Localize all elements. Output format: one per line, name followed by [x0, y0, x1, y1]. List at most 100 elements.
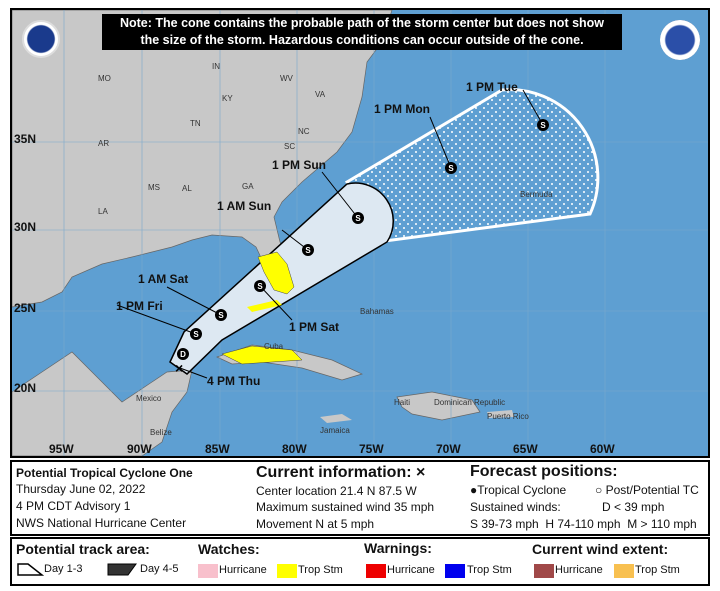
forecast-point-marker: [302, 244, 314, 256]
hurricane-wind-label: Hurricane: [555, 564, 603, 576]
filled-circle-icon: ●: [470, 483, 478, 497]
ts-wind-label: Trop Stm: [635, 564, 680, 576]
legend-post-tc: ○ Post/Potential TC: [595, 483, 699, 497]
lon-label: 70W: [436, 442, 461, 456]
legend-panel: Potential track area: Day 1-3 Day 4-5 Wa…: [10, 537, 710, 586]
hurricane-watch-swatch: [198, 564, 218, 578]
forecast-point-1-am-sat: S: [215, 309, 227, 321]
forecast-point-type: S: [448, 164, 454, 173]
forecast-point-marker: [190, 328, 202, 340]
place-label: LA: [98, 207, 108, 216]
forecast-point-label: 1 PM Sat: [289, 320, 340, 334]
info-panel: Potential Tropical Cyclone One Thursday …: [10, 460, 710, 536]
advisory-number: 4 PM CDT Advisory 1: [16, 499, 131, 513]
place-label: Mexico: [136, 394, 162, 403]
ts-watch-cuba: [221, 345, 303, 365]
lon-label: 85W: [205, 442, 230, 456]
place-label: SC: [284, 142, 296, 151]
warnings-title: Warnings:: [364, 540, 432, 556]
center-location: Center location 21.4 N 87.5 W: [256, 484, 417, 498]
forecast-point-marker: [445, 162, 457, 174]
forecast-point-4-pm-thu: ×: [175, 360, 183, 376]
place-label: NC: [298, 127, 310, 136]
day45-cone-icon: [107, 563, 137, 576]
lon-label: 60W: [590, 442, 615, 456]
place-label: Dominican Republic: [434, 398, 506, 407]
forecast-point-type: S: [355, 214, 361, 223]
day13-cone-icon: [17, 563, 44, 576]
forecast-point-label: 1 PM Mon: [374, 102, 430, 116]
lat-label: 25N: [14, 301, 37, 315]
forecast-title: Forecast positions:: [470, 463, 618, 480]
forecast-point-1-pm-tue: S: [537, 119, 549, 131]
ts-warning-swatch: [445, 564, 465, 578]
lon-label: 65W: [513, 442, 538, 456]
place-label: GA: [242, 182, 254, 191]
nws-logo: [660, 20, 700, 60]
current-position-x-icon: ×: [175, 360, 183, 376]
hurricane-warning-label: Hurricane: [387, 564, 435, 576]
note-line-1: Note: The cone contains the probable pat…: [119, 16, 605, 30]
tropical-cyclone-label: Tropical Cyclone: [477, 483, 567, 497]
place-label: Cuba: [264, 342, 284, 351]
place-label: Bermuda: [520, 190, 553, 199]
day13-label: Day 1-3: [44, 563, 83, 575]
forecast-point-type: S: [257, 282, 263, 291]
track-area-title: Potential track area:: [16, 541, 150, 557]
current-info-title: Current information: ×: [256, 464, 426, 481]
note-banner: Note: The cone contains the probable pat…: [102, 14, 622, 50]
lon-label: 80W: [282, 442, 307, 456]
forecast-point-marker: [254, 280, 266, 292]
lat-label: 30N: [14, 220, 37, 234]
note-line-2: the size of the storm. Hazardous conditi…: [140, 33, 584, 47]
category-shm: S 39-73 mph H 74-110 mph M > 110 mph: [470, 517, 697, 531]
lat-label: 20N: [14, 381, 37, 395]
post-tc-label: Post/Potential TC: [605, 483, 699, 497]
watches-title: Watches:: [198, 541, 260, 557]
jamaica-land: [320, 414, 352, 423]
open-circle-icon: ○: [595, 483, 606, 497]
forecast-point-label: 4 PM Thu: [207, 374, 261, 388]
forecast-point-marker: [215, 309, 227, 321]
place-label: WV: [280, 74, 293, 83]
advisory-date: Thursday June 02, 2022: [16, 482, 146, 496]
forecast-point-1-pm-sun: S: [352, 212, 364, 224]
lon-label: 75W: [359, 442, 384, 456]
hurricane-watch-label: Hurricane: [219, 564, 267, 576]
forecast-point-marker: [537, 119, 549, 131]
forecast-point-1-pm-fri: S: [190, 328, 202, 340]
legend-tropical-cyclone: ●Tropical Cyclone: [470, 483, 566, 497]
sustained-winds-label: Sustained winds:: [470, 500, 561, 514]
puerto-rico-land: [487, 410, 514, 418]
forecast-point-label: 1 PM Sun: [272, 158, 327, 172]
place-label: Puerto Rico: [487, 412, 529, 421]
lon-label: 95W: [49, 442, 74, 456]
place-label: TN: [190, 119, 201, 128]
forecast-point-1-am-sun: S: [302, 244, 314, 256]
hispaniola-land: [396, 391, 481, 421]
forecast-point-d: D: [177, 348, 189, 360]
place-label: Jamaica: [320, 426, 350, 435]
ts-warning-label: Trop Stm: [467, 564, 512, 576]
place-label: KY: [222, 94, 233, 103]
forecast-point-1-pm-sat: S: [254, 280, 266, 292]
hurricane-wind-swatch: [534, 564, 554, 578]
ts-watch-swatch: [277, 564, 297, 578]
ts-watch-label: Trop Stm: [298, 564, 343, 576]
place-label: Bahamas: [360, 307, 394, 316]
ts-watch-keys: [247, 300, 282, 312]
forecast-point-marker: [177, 348, 189, 360]
forecast-point-label: 1 AM Sat: [138, 272, 189, 286]
place-label: VA: [315, 90, 326, 99]
forecast-point-type: D: [180, 350, 186, 359]
lat-label: 35N: [14, 132, 37, 146]
forecast-point-label: 1 PM Fri: [116, 299, 163, 313]
mexico-land: [12, 351, 193, 456]
ts-wind-swatch: [614, 564, 634, 578]
forecast-point-label: 1 PM Tue: [466, 80, 518, 94]
forecast-point-marker: [352, 212, 364, 224]
place-label: Belize: [150, 428, 172, 437]
forecast-point-type: S: [540, 121, 546, 130]
movement: Movement N at 5 mph: [256, 517, 375, 531]
forecast-point-label: 1 AM Sun: [217, 199, 272, 213]
